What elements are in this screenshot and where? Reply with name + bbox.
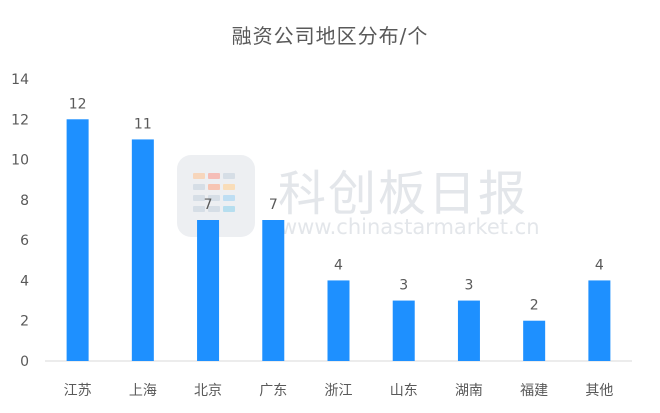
data-label: 7 xyxy=(269,197,278,213)
x-tick-label: 上海 xyxy=(129,383,157,399)
x-tick-label: 湖南 xyxy=(455,383,483,399)
bar xyxy=(392,300,415,361)
data-label: 12 xyxy=(69,96,87,112)
bar xyxy=(66,119,89,362)
x-tick-label: 福建 xyxy=(520,383,548,399)
y-tick-label: 6 xyxy=(20,233,29,249)
data-label: 4 xyxy=(595,257,604,273)
data-label: 3 xyxy=(399,278,408,294)
x-tick-label: 山东 xyxy=(390,383,418,399)
data-label: 7 xyxy=(204,197,213,213)
y-tick-label: 14 xyxy=(11,72,29,88)
chart-title: 融资公司地区分布/个 xyxy=(231,24,429,48)
data-label: 11 xyxy=(134,116,152,132)
y-tick-label: 12 xyxy=(11,112,29,128)
x-tick-label: 北京 xyxy=(194,383,222,399)
data-label: 3 xyxy=(464,278,473,294)
data-label: 2 xyxy=(530,298,539,314)
bar xyxy=(457,300,480,361)
y-tick-label: 0 xyxy=(20,354,29,370)
x-tick-label: 浙江 xyxy=(325,383,353,399)
y-tick-label: 4 xyxy=(20,273,29,289)
x-tick-label: 广东 xyxy=(259,383,287,399)
bar xyxy=(131,139,154,361)
y-tick-label: 10 xyxy=(11,153,29,169)
y-tick-label: 8 xyxy=(20,193,29,209)
watermark-title: 科创板日报 xyxy=(278,166,529,222)
bar xyxy=(327,280,350,361)
watermark-url: www.chinastarmarket.cn xyxy=(280,215,540,239)
data-label: 4 xyxy=(334,257,343,273)
x-tick-label: 江苏 xyxy=(64,383,92,399)
bar xyxy=(588,280,611,361)
y-tick-label: 2 xyxy=(20,314,29,330)
bar xyxy=(262,220,285,361)
bar xyxy=(197,220,220,361)
bar xyxy=(523,320,546,361)
x-tick-label: 其他 xyxy=(585,383,613,399)
